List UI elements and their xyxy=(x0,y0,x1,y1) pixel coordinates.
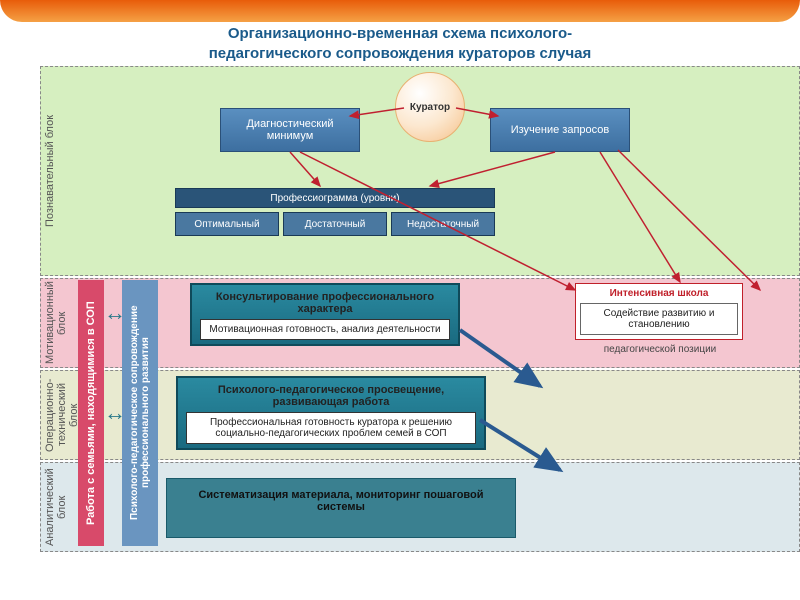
label-motivational: Мотивационный блок xyxy=(44,282,68,364)
box-systematization-label: Систематизация материала, мониторинг пош… xyxy=(198,489,483,513)
title-line-2: педагогического сопровождения кураторов … xyxy=(209,45,592,62)
box-systematization: Систематизация материала, мониторинг пош… xyxy=(166,478,516,538)
box-intensive-title: Интенсивная школа xyxy=(580,288,738,299)
level-insufficient: Недостаточный xyxy=(391,212,495,236)
vert-support-label: Психолого-педагогическое сопровождение п… xyxy=(129,286,151,540)
box-intensive-school: Интенсивная школа Содействие развитию и … xyxy=(575,283,743,340)
box-education: Психолого-педагогическое просвещение, ра… xyxy=(176,376,486,450)
box-consulting-sub: Мотивационная готовность, анализ деятель… xyxy=(200,319,450,340)
vert-support: Психолого-педагогическое сопровождение п… xyxy=(122,280,158,546)
level-optimal: Оптимальный xyxy=(175,212,279,236)
dbl-arrow-2: ↔ xyxy=(104,400,126,426)
box-intensive-tail: педагогической позиции xyxy=(595,344,725,355)
box-intensive-sub: Содействие развитию и становлению xyxy=(580,303,738,335)
top-band xyxy=(0,0,800,22)
level-sufficient-label: Достаточный xyxy=(305,219,366,230)
page-title: Организационно-временная схема психолого… xyxy=(0,24,800,63)
box-consulting-title: Консультирование профессионального харак… xyxy=(200,291,450,315)
box-consulting: Консультирование профессионального харак… xyxy=(190,283,460,346)
level-optimal-label: Оптимальный xyxy=(194,219,259,230)
box-requests: Изучение запросов xyxy=(490,108,630,152)
box-requests-label: Изучение запросов xyxy=(511,124,610,136)
dbl-arrow-1: ↔ xyxy=(104,300,126,326)
box-education-sub: Профессиональная готовность куратора к р… xyxy=(186,412,476,444)
prof-header-label: Профессиограмма (уровни) xyxy=(270,193,399,204)
box-diagnostic-label: Диагностический минимум xyxy=(225,118,355,142)
curator-node: Куратор xyxy=(395,72,465,142)
box-diagnostic: Диагностический минимум xyxy=(220,108,360,152)
level-insufficient-label: Недостаточный xyxy=(407,219,479,230)
title-line-1: Организационно-временная схема психолого… xyxy=(228,25,572,42)
prof-header: Профессиограмма (уровни) xyxy=(175,188,495,208)
label-analytical: Аналитический блок xyxy=(44,466,68,548)
box-education-title: Психолого-педагогическое просвещение, ра… xyxy=(186,384,476,408)
vert-families-label: Работа с семьями, находящимися в СОП xyxy=(85,301,97,525)
label-cognitive: Познавательный блок xyxy=(44,96,56,246)
label-operational: Операционно-технический блок xyxy=(44,372,80,458)
curator-label: Куратор xyxy=(410,102,450,113)
level-sufficient: Достаточный xyxy=(283,212,387,236)
vert-families: Работа с семьями, находящимися в СОП xyxy=(78,280,104,546)
